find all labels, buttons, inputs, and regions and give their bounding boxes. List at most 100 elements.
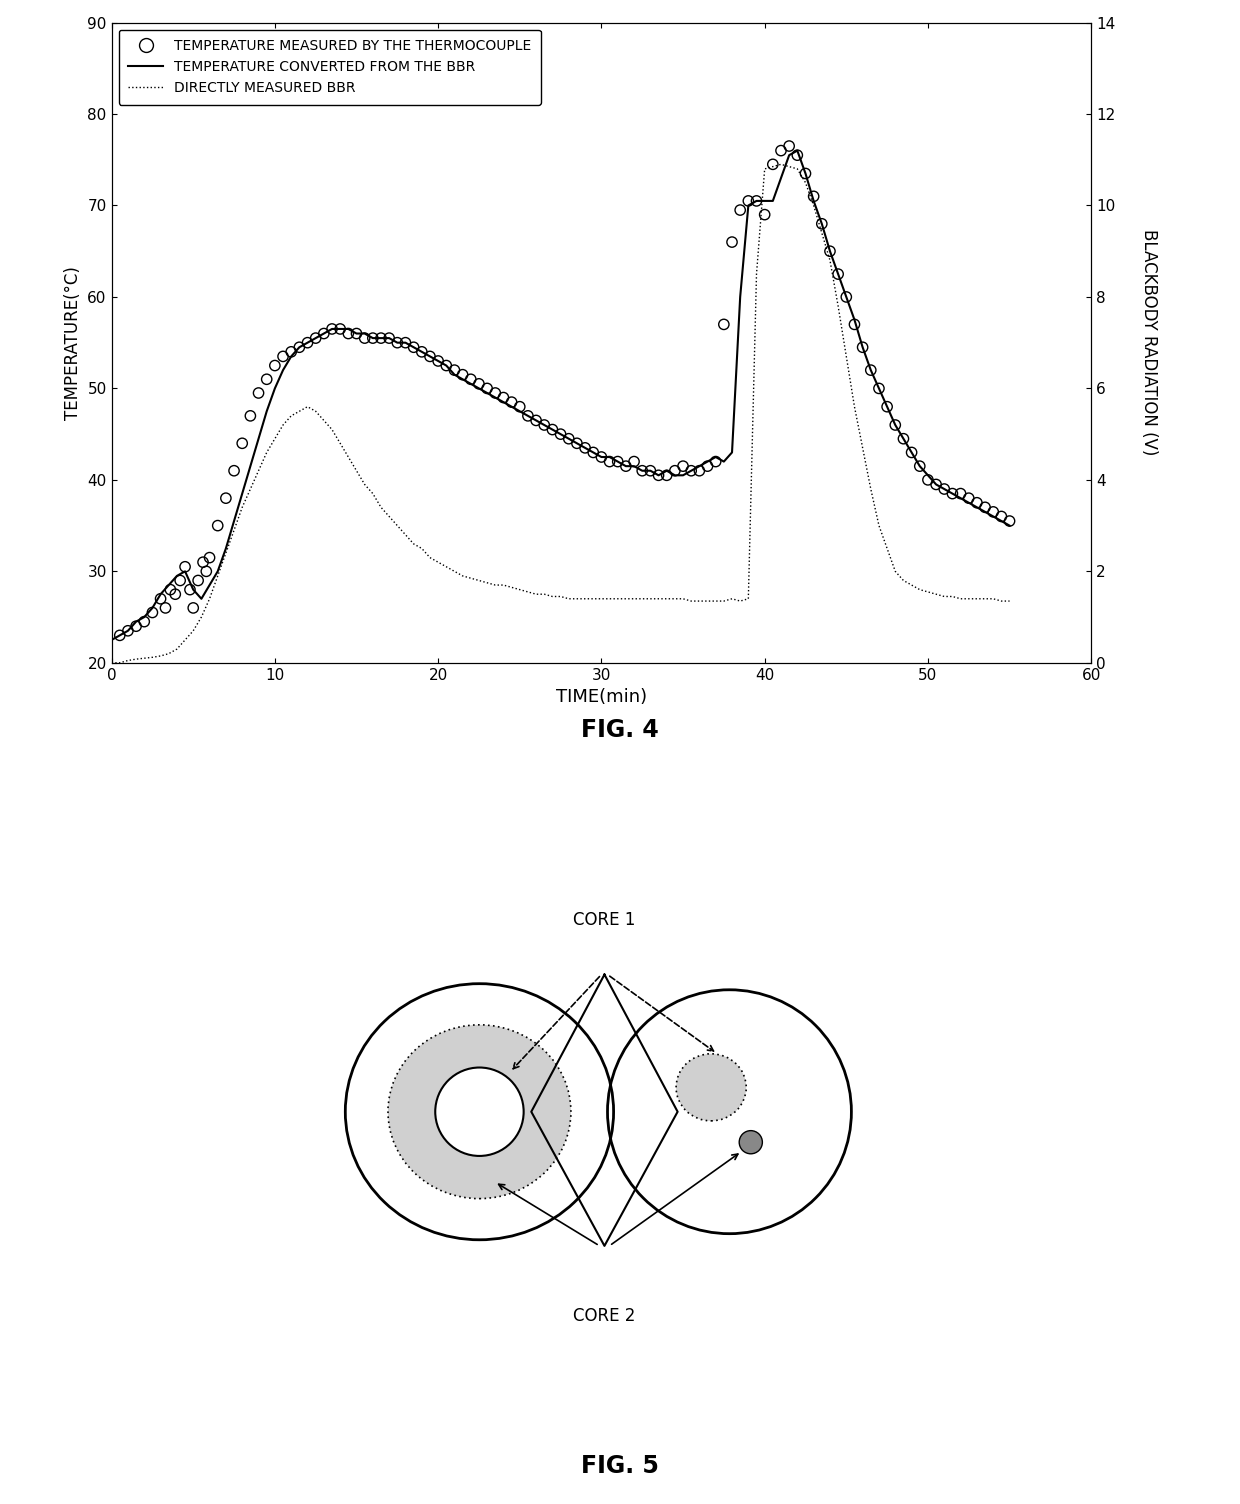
Point — [763, 152, 782, 176]
Point — [959, 486, 978, 510]
Point — [828, 262, 848, 286]
Point — [404, 335, 424, 359]
Point — [445, 358, 465, 382]
Point — [641, 459, 661, 483]
Point — [591, 445, 611, 469]
Point — [689, 459, 709, 483]
Point — [502, 390, 522, 414]
Point — [150, 587, 170, 611]
Y-axis label: BLACKBODY RADIATION (V): BLACKBODY RADIATION (V) — [1141, 230, 1158, 456]
Point — [175, 555, 195, 579]
Point — [289, 335, 309, 359]
Point — [910, 454, 930, 478]
Y-axis label: TEMPERATURE(°C): TEMPERATURE(°C) — [63, 266, 82, 420]
Point — [193, 550, 213, 575]
Point — [188, 569, 208, 593]
Point — [281, 340, 301, 364]
Point — [494, 385, 513, 409]
Point — [387, 331, 407, 355]
Point — [208, 513, 228, 537]
Point — [265, 353, 285, 378]
Point — [624, 450, 644, 474]
Point — [160, 578, 180, 602]
Point — [428, 349, 448, 373]
Point — [673, 454, 693, 478]
Point — [812, 212, 832, 236]
Point — [901, 441, 921, 465]
Point — [926, 472, 946, 496]
Point — [935, 477, 955, 501]
Point — [837, 284, 857, 308]
Point — [869, 376, 889, 400]
Text: CORE 2: CORE 2 — [573, 1307, 636, 1325]
Ellipse shape — [435, 1068, 523, 1157]
Point — [714, 313, 734, 337]
Point — [992, 504, 1012, 528]
Point — [657, 463, 677, 487]
Point — [126, 614, 146, 638]
Point — [224, 459, 244, 483]
Point — [469, 371, 489, 396]
Point — [820, 239, 839, 263]
Point — [306, 326, 326, 350]
Point — [330, 317, 350, 341]
Point — [739, 190, 759, 214]
Point — [787, 143, 807, 167]
Point — [314, 322, 334, 346]
Point — [877, 394, 897, 418]
Point — [216, 486, 236, 510]
Point — [755, 203, 775, 227]
Legend: TEMPERATURE MEASURED BY THE THERMOCOUPLE, TEMPERATURE CONVERTED FROM THE BBR, DI: TEMPERATURE MEASURED BY THE THERMOCOUPLE… — [119, 30, 541, 105]
Point — [796, 161, 816, 185]
Point — [681, 459, 701, 483]
Point — [453, 362, 472, 387]
Point — [804, 185, 823, 209]
Point — [918, 468, 937, 492]
Point — [746, 190, 766, 214]
Point — [436, 353, 456, 378]
Point — [551, 423, 570, 447]
Point — [273, 344, 293, 368]
Point — [355, 326, 374, 350]
Point — [771, 138, 791, 162]
Point — [999, 508, 1019, 532]
Point — [510, 394, 529, 418]
Point — [180, 578, 200, 602]
Point — [730, 199, 750, 223]
Point — [844, 313, 864, 337]
Point — [155, 596, 175, 620]
Point — [706, 450, 725, 474]
Point — [371, 326, 391, 350]
Point — [298, 331, 317, 355]
Point — [779, 134, 799, 158]
Point — [600, 450, 620, 474]
Point — [575, 436, 595, 460]
Point — [461, 367, 481, 391]
Point — [608, 450, 627, 474]
Point — [257, 367, 277, 391]
Point — [632, 459, 652, 483]
Point — [248, 381, 268, 405]
Point — [567, 432, 587, 456]
Point — [983, 499, 1003, 523]
Point — [722, 230, 742, 254]
Text: FIG. 5: FIG. 5 — [582, 1454, 658, 1478]
Point — [196, 559, 216, 584]
Point — [526, 409, 546, 433]
Point — [241, 403, 260, 427]
Point — [379, 326, 399, 350]
Point — [665, 459, 684, 483]
Point — [110, 623, 130, 647]
Point — [534, 414, 554, 438]
Point — [363, 326, 383, 350]
Point — [885, 414, 905, 438]
Point — [894, 427, 914, 451]
Point — [853, 335, 873, 359]
Ellipse shape — [676, 1054, 746, 1120]
Text: FIG. 4: FIG. 4 — [582, 719, 658, 743]
Point — [967, 490, 987, 514]
Point — [420, 344, 440, 368]
Ellipse shape — [388, 1024, 570, 1199]
Point — [412, 340, 432, 364]
Point — [518, 403, 538, 427]
